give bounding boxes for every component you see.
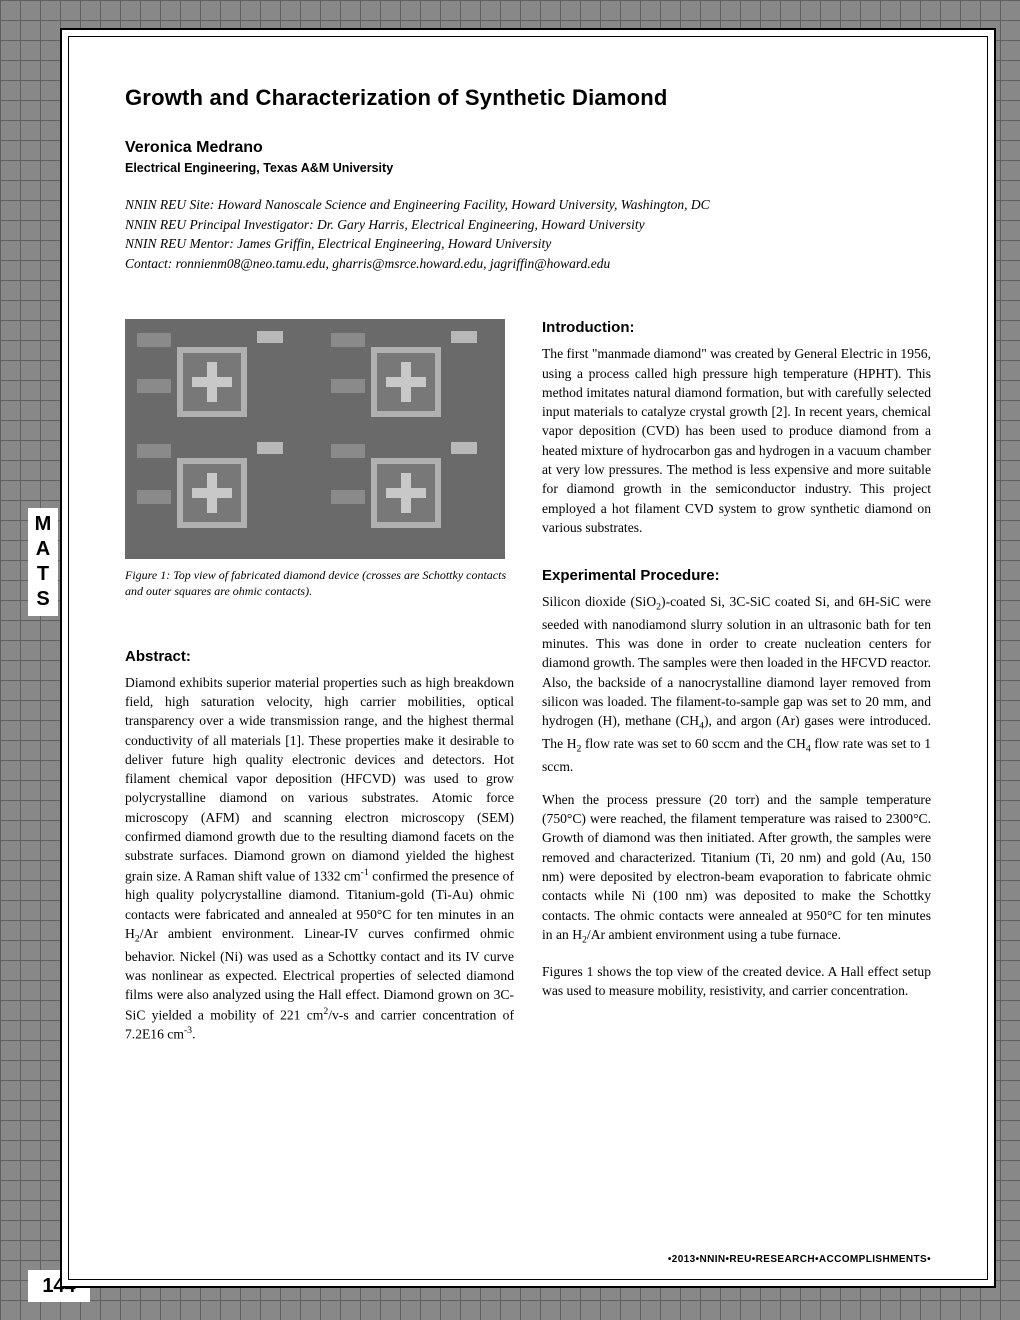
- paper-title: Growth and Characterization of Synthetic…: [125, 85, 931, 111]
- meta-mentor: NNIN REU Mentor: James Griffin, Electric…: [125, 234, 931, 254]
- procedure-heading: Experimental Procedure:: [542, 567, 931, 584]
- right-column: Introduction: The first "manmade diamond…: [542, 319, 931, 1058]
- side-tab-letter: M: [35, 512, 52, 537]
- author-name: Veronica Medrano: [125, 139, 931, 157]
- page-inner-frame: Growth and Characterization of Synthetic…: [68, 36, 988, 1280]
- procedure-p3: Figures 1 shows the top view of the crea…: [542, 962, 931, 1001]
- page-outer-frame: Growth and Characterization of Synthetic…: [60, 28, 996, 1288]
- figure-1-image: [125, 319, 505, 559]
- procedure-p1: Silicon dioxide (SiO2)-coated Si, 3C-SiC…: [542, 592, 931, 776]
- left-column: Figure 1: Top view of fabricated diamond…: [125, 319, 514, 1058]
- meta-site: NNIN REU Site: Howard Nanoscale Science …: [125, 195, 931, 215]
- footer-text: •2013•NNIN•REU•RESEARCH•ACCOMPLISHMENTS•: [668, 1254, 931, 1265]
- procedure-body: Silicon dioxide (SiO2)-coated Si, 3C-SiC…: [542, 592, 931, 1000]
- introduction-body: The first "manmade diamond" was created …: [542, 344, 931, 537]
- side-tab-letter: S: [36, 587, 49, 612]
- figure-1-caption: Figure 1: Top view of fabricated diamond…: [125, 567, 514, 599]
- two-column-layout: Figure 1: Top view of fabricated diamond…: [125, 319, 931, 1058]
- meta-pi: NNIN REU Principal Investigator: Dr. Gar…: [125, 215, 931, 235]
- side-tab-letter: A: [36, 537, 50, 562]
- introduction-heading: Introduction:: [542, 319, 931, 336]
- side-tab-letter: T: [37, 562, 49, 587]
- author-affiliation: Electrical Engineering, Texas A&M Univer…: [125, 161, 931, 175]
- abstract-body: Diamond exhibits superior material prope…: [125, 673, 514, 1045]
- abstract-text: Diamond exhibits superior material prope…: [125, 673, 514, 1045]
- meta-block: NNIN REU Site: Howard Nanoscale Science …: [125, 195, 931, 273]
- side-tab-mats: M A T S: [28, 508, 58, 616]
- abstract-heading: Abstract:: [125, 648, 514, 665]
- procedure-p2: When the process pressure (20 torr) and …: [542, 790, 931, 948]
- meta-contact: Contact: ronnienm08@neo.tamu.edu, gharri…: [125, 254, 931, 274]
- introduction-text: The first "manmade diamond" was created …: [542, 344, 931, 537]
